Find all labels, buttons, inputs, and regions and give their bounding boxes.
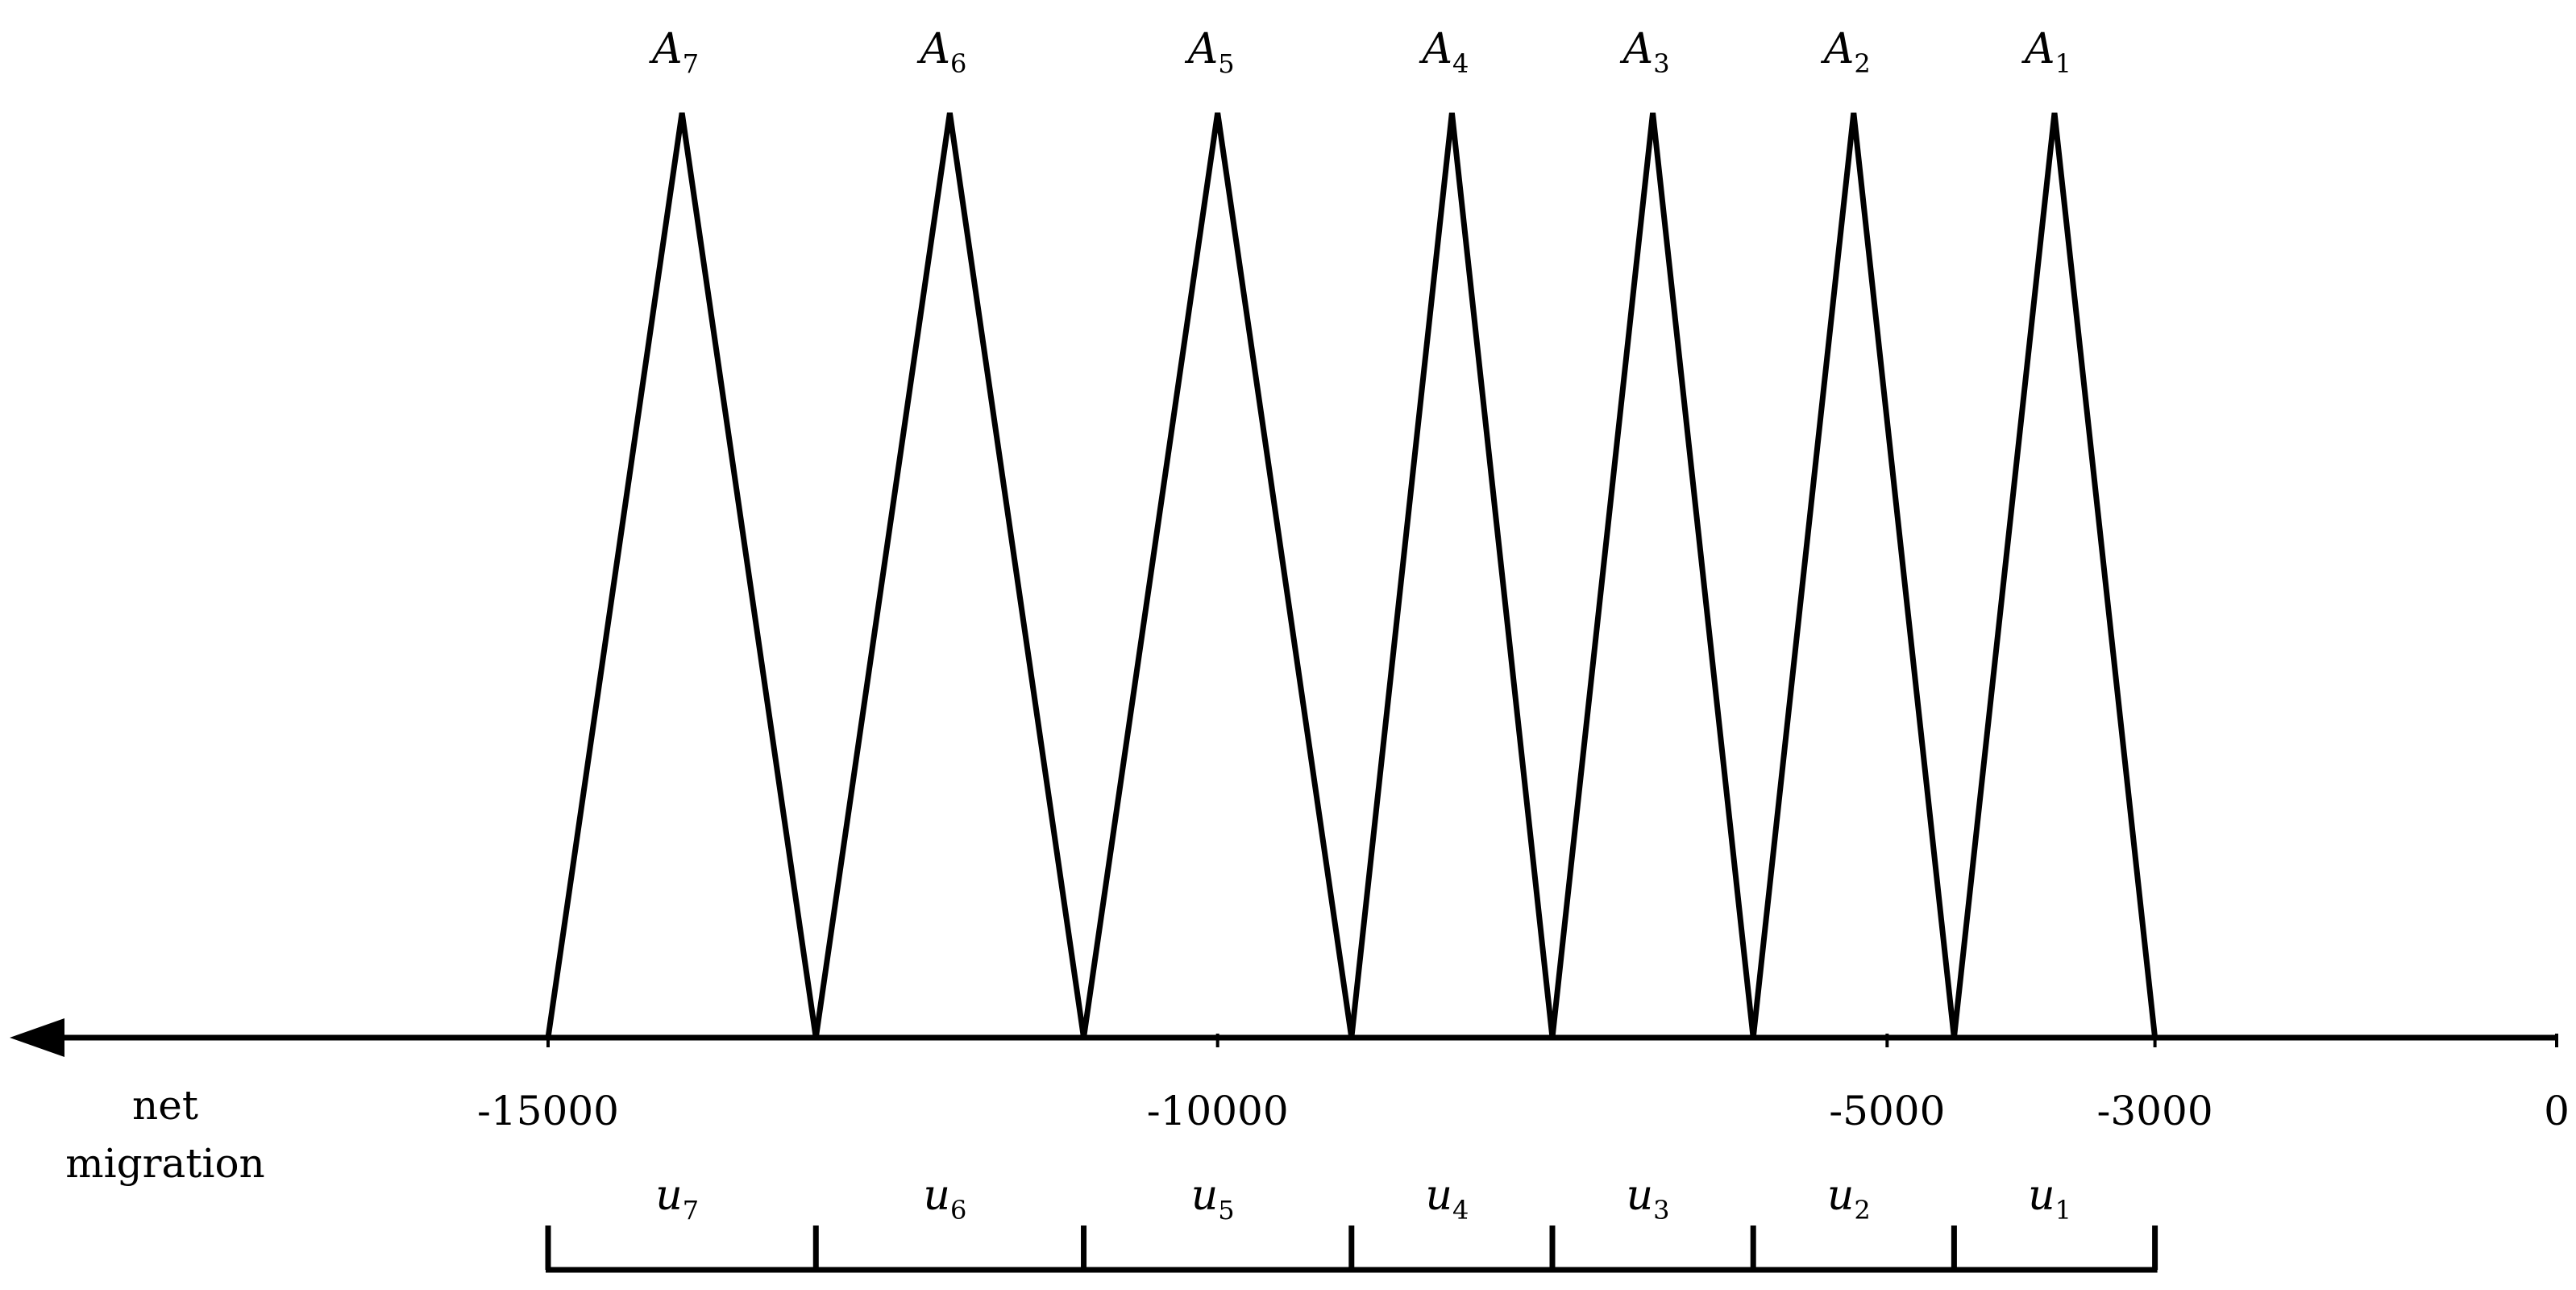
axis-ticks: -15000 -10000 -5000 -3000 0 bbox=[477, 1034, 2570, 1134]
axis-tick-label: 0 bbox=[2544, 1088, 2570, 1134]
fuzzy-set-labels: A1 A2 A3 A4 A5 A6 A7 bbox=[649, 25, 2071, 79]
axis-label-line2: migration bbox=[65, 1140, 265, 1187]
fuzzy-set-a3 bbox=[1549, 112, 1756, 1038]
fuzzy-set-label: A3 bbox=[1620, 25, 1670, 79]
fuzzy-set-label: A6 bbox=[916, 25, 966, 79]
axis-tick-label: -5000 bbox=[1829, 1088, 1945, 1134]
interval-u2-label: u2 bbox=[1827, 1171, 1871, 1226]
fuzzy-set-label: A1 bbox=[2021, 25, 2071, 79]
fuzzy-set-a2 bbox=[1750, 112, 1957, 1038]
interval-u5-label: u5 bbox=[1191, 1171, 1235, 1226]
fuzzy-set-label: A7 bbox=[649, 25, 699, 79]
axis-label-line1: net bbox=[132, 1082, 198, 1129]
interval-segments: u1 u2 u3 u4 u5 u6 u7 bbox=[545, 1171, 2158, 1273]
interval-u7-label: u7 bbox=[655, 1171, 699, 1226]
interval-u4-label: u4 bbox=[1425, 1171, 1469, 1226]
fuzzy-set-a4 bbox=[1348, 112, 1556, 1038]
fuzzy-set-label: A5 bbox=[1185, 25, 1235, 79]
interval-u1-label: u1 bbox=[2028, 1171, 2071, 1226]
axis-tick-label: -15000 bbox=[477, 1088, 619, 1134]
interval-u3-label: u3 bbox=[1627, 1171, 1670, 1226]
fuzzy-set-a6 bbox=[812, 112, 1086, 1038]
interval-u6-label: u6 bbox=[923, 1171, 966, 1226]
fuzzy-set-label: A4 bbox=[1419, 25, 1469, 79]
fuzzy-set-a1 bbox=[1951, 112, 2158, 1038]
axis-tick-label: -10000 bbox=[1147, 1088, 1289, 1134]
fuzzy-set-a7 bbox=[545, 112, 819, 1038]
fuzzy-set-triangles bbox=[545, 112, 2158, 1038]
fuzzy-set-a5 bbox=[1081, 112, 1355, 1038]
axis-arrowhead bbox=[10, 1018, 64, 1057]
fuzzy-set-label: A2 bbox=[1821, 25, 1871, 79]
axis-tick-label: -3000 bbox=[2097, 1088, 2213, 1134]
